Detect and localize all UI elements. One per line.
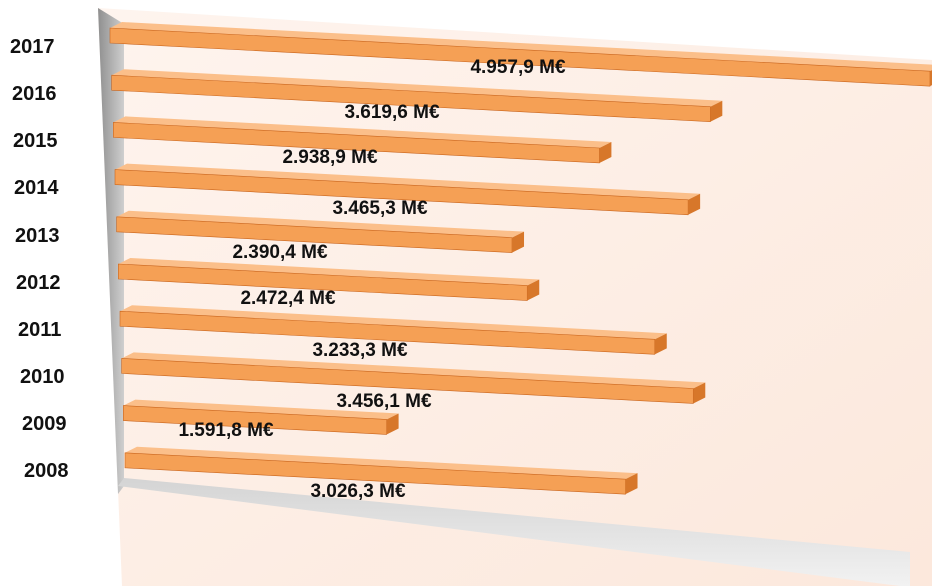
data-label: 3.233,3 M€ [312,340,407,361]
bar-2016 [111,69,723,123]
bar-2009 [123,399,399,435]
category-label: 2016 [12,83,57,105]
bar-2008 [124,446,638,495]
bar-2017 [109,22,932,87]
data-label: 2.938,9 M€ [282,147,377,168]
bar-end-cap [710,100,723,122]
category-label: 2014 [14,177,59,199]
category-label: 2011 [18,319,61,341]
data-label: 3.456,1 M€ [336,391,431,412]
bar-top-face [118,258,540,286]
bar-2011 [119,305,667,355]
category-label: 2009 [22,413,67,435]
category-label: 2012 [16,272,61,294]
data-label: 3.026,3 M€ [310,481,405,502]
bar-top-face [111,69,723,107]
floor [118,478,910,586]
bar-2012 [118,258,540,301]
bar-series [109,22,932,495]
bar-end-cap [599,141,612,163]
bar-top-face [113,116,612,148]
bar-end-cap [688,193,701,215]
bar-end-cap [693,382,706,404]
category-axis-labels: 2017 2016 2015 2014 2013 2012 2011 2010 2009 2008 [10,36,69,482]
data-label: 1.591,8 M€ [178,420,273,441]
bar-top-face [110,22,932,72]
bar-top-face [115,163,701,200]
bar-top-face [123,399,399,420]
data-label: 3.465,3 M€ [332,198,427,219]
bar-end-cap [512,231,525,253]
bar-2010 [121,352,706,404]
data-labels: 4.957,9 M€ 3.619,6 M€ 2.938,9 M€ 3.465,3 M€… [178,57,565,502]
bar-end-cap [625,473,638,495]
bar-top-face [125,446,638,480]
bar-2014 [114,163,701,216]
bar-end-cap [527,279,540,301]
bar-end-cap [654,333,667,355]
bar-end-cap [386,413,399,435]
category-label: 2013 [15,225,60,247]
category-label: 2017 [10,36,55,58]
bar-top-face [120,305,667,340]
data-label: 4.957,9 M€ [470,57,565,78]
category-label: 2010 [20,366,65,388]
bar-2015 [113,116,612,164]
bar-top-face [116,210,525,238]
data-label: 2.390,4 M€ [232,242,327,263]
bar-2013 [116,210,525,253]
bar-top-face [121,352,706,389]
category-label: 2008 [24,460,69,482]
category-label: 2015 [13,130,58,152]
data-label: 2.472,4 M€ [240,288,335,309]
data-label: 3.619,6 M€ [344,102,439,123]
